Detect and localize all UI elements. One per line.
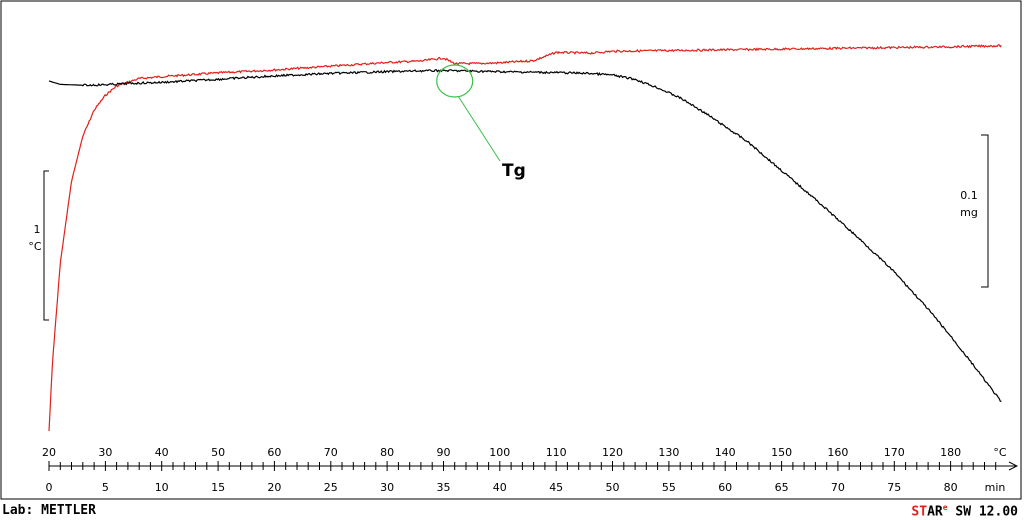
time-tick-label: 55	[662, 481, 676, 494]
brand-rest: SW 12.00	[947, 504, 1018, 520]
brand-ar: AR	[927, 504, 943, 520]
time-unit-label: min	[985, 481, 1006, 494]
time-tick-label: 5	[102, 481, 109, 494]
time-tick-label: 35	[437, 481, 451, 494]
x-axis-arrow	[1008, 461, 1019, 471]
x-axis-ticks	[48, 461, 997, 471]
left-scale-bar	[43, 170, 49, 321]
time-tick-label: 0	[46, 481, 53, 494]
time-tick-label: 40	[493, 481, 507, 494]
temperature-tick-label: 60	[267, 446, 281, 459]
time-tick-label: 45	[549, 481, 563, 494]
tg-annotation: Tg	[436, 64, 526, 181]
temperature-tick-label: 130	[658, 446, 679, 459]
temperature-tick-label: 180	[940, 446, 961, 459]
curves-layer	[48, 44, 1002, 432]
x-axis: 20 30 40 50 60 70 80 90 100 110 120 130 140 150 160 170…	[42, 446, 1019, 494]
time-tick-label: 80	[944, 481, 958, 494]
time-tick-label: 75	[887, 481, 901, 494]
time-tick-label: 50	[606, 481, 620, 494]
left-scale-unit: °C	[28, 240, 42, 253]
temperature-tick-label: 40	[155, 446, 169, 459]
temperature-tick-label: 50	[211, 446, 225, 459]
temperature-tick-label: 150	[771, 446, 792, 459]
time-tick-labels: 0 5 10 15 20 25 30 35 40 45 50 55 60 65 70 75 80	[46, 481, 958, 494]
temperature-tick-label: 110	[546, 446, 567, 459]
time-tick-label: 60	[718, 481, 732, 494]
tg-leader-line	[458, 96, 501, 162]
time-tick-label: 20	[267, 481, 281, 494]
lab-label: Lab: METTLER	[2, 503, 96, 518]
temperature-tick-label: 90	[437, 446, 451, 459]
time-tick-label: 70	[831, 481, 845, 494]
brand-e: e	[942, 503, 948, 512]
temperature-tick-label: 20	[42, 446, 56, 459]
time-tick-label: 25	[324, 481, 338, 494]
temperature-unit-label: °C	[993, 446, 1007, 459]
temperature-curve	[48, 44, 1002, 432]
temperature-tick-label: 30	[98, 446, 112, 459]
time-tick-label: 15	[211, 481, 225, 494]
mass-curve	[48, 68, 1002, 402]
temperature-tick-labels: 20 30 40 50 60 70 80 90 100 110 120 130 140 150 160 170…	[42, 446, 961, 459]
software-version: STARe SW 12.00	[911, 503, 1018, 519]
right-scale-bar	[981, 134, 989, 288]
right-scale-value: 0.1	[960, 189, 978, 202]
tg-marker-ellipse	[436, 64, 474, 98]
temperature-tick-label: 80	[380, 446, 394, 459]
time-tick-label: 65	[775, 481, 789, 494]
brand-st: ST	[911, 504, 928, 520]
time-tick-label: 10	[155, 481, 169, 494]
temperature-tick-label: 160	[827, 446, 848, 459]
temperature-tick-label: 120	[602, 446, 623, 459]
right-scale-unit: mg	[960, 206, 978, 219]
temperature-tick-label: 140	[715, 446, 736, 459]
time-tick-label: 30	[380, 481, 394, 494]
temperature-tick-label: 170	[884, 446, 905, 459]
temperature-tick-label: 70	[324, 446, 338, 459]
scale-bars: 1 °C 0.1 mg	[28, 134, 989, 321]
plot-frame	[0, 0, 1022, 500]
temperature-tick-label: 100	[489, 446, 510, 459]
tg-label: Tg	[502, 161, 526, 181]
left-scale-value: 1	[34, 223, 41, 236]
